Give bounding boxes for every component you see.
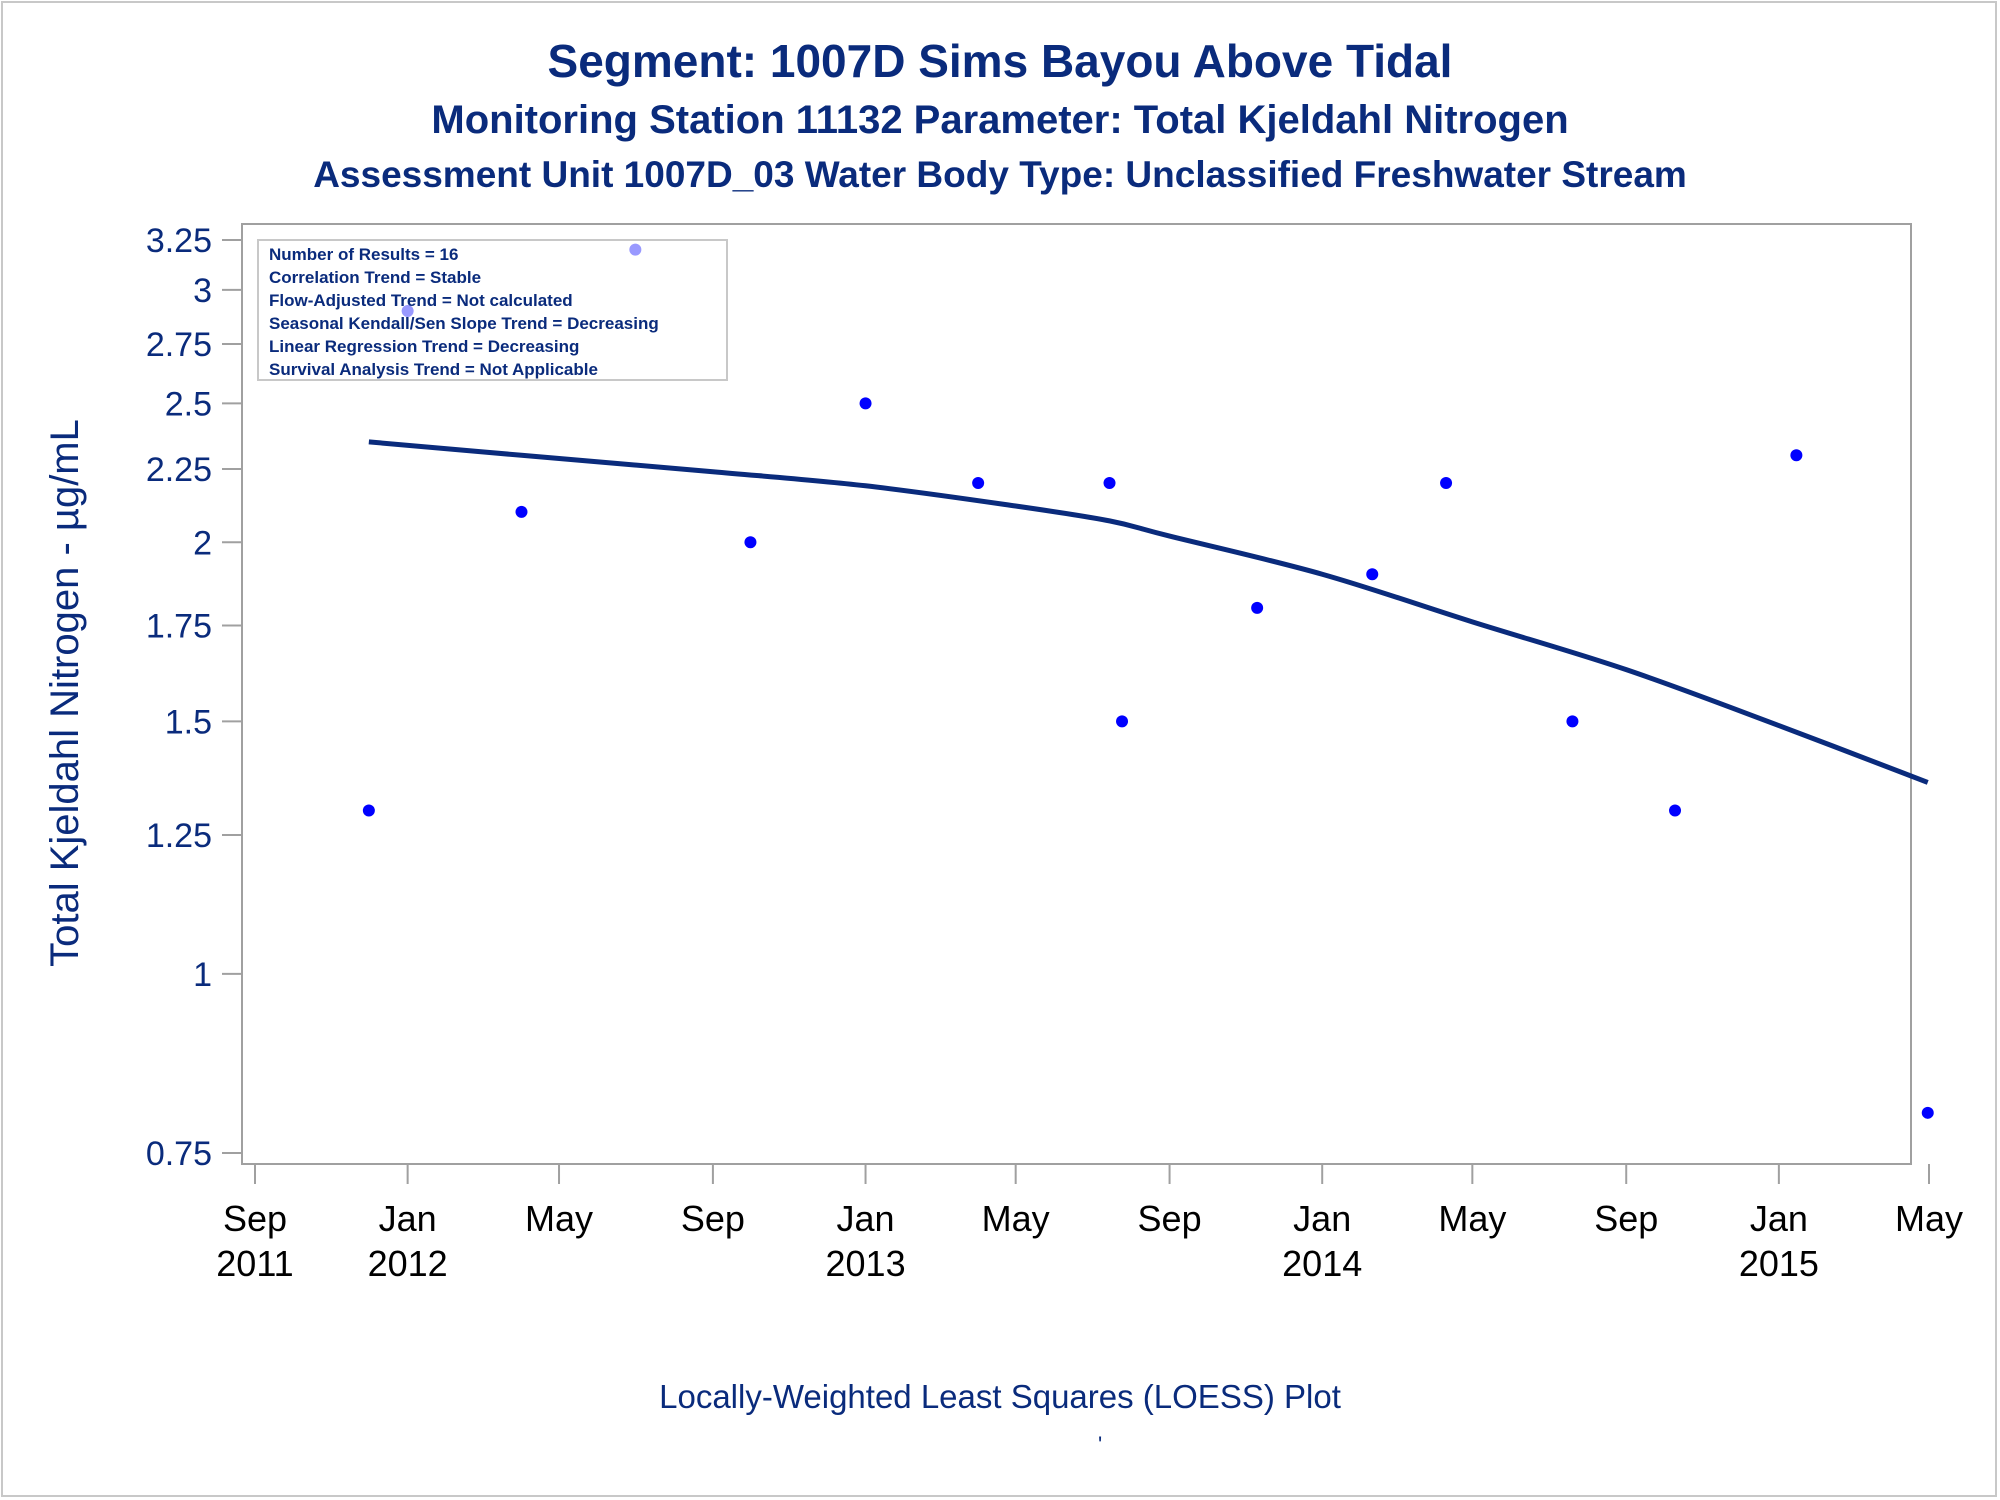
x-tick-label-year: 2012: [368, 1243, 448, 1284]
x-tick-label-month: May: [982, 1198, 1050, 1239]
data-point: [362, 804, 375, 817]
footnote: Locally-Weighted Least Squares (LOESS) P…: [659, 1378, 1341, 1415]
trend-summary-box: Number of Results = 16 Correlation Trend …: [257, 239, 728, 381]
y-tick-label: 1.5: [165, 703, 212, 741]
x-tick-label-year: 2014: [1282, 1243, 1362, 1284]
data-point: [1440, 476, 1453, 489]
x-tick-label-year: 2011: [216, 1243, 293, 1284]
trend-summary-line: Survival Analysis Trend = Not Applicable: [269, 360, 598, 379]
y-tick-label: 2.75: [146, 326, 212, 364]
y-axis: 0.75 1 1.25 1.5 1.75 2 2.25 2.5 2.75 3 3.25: [146, 222, 242, 1173]
x-tick-label-month: Jan: [1750, 1198, 1808, 1239]
x-tick-label-year: 2013: [826, 1243, 906, 1284]
y-tick-label: 3.25: [146, 222, 212, 260]
y-tick-label: 1: [193, 956, 212, 994]
trend-summary-border: [257, 239, 728, 381]
data-point: [1366, 568, 1379, 581]
y-axis-label: Total Kjeldahl Nitrogen - µg/mL: [43, 419, 87, 967]
x-tick-label-month: May: [1438, 1198, 1506, 1239]
loess-curve: [368, 439, 1929, 785]
data-point: [1116, 715, 1129, 728]
x-tick-label-month: Sep: [223, 1198, 287, 1239]
chart-title: Segment: 1007D Sims Bayou Above Tidal: [547, 35, 1453, 87]
trend-summary-line: Number of Results = 16: [269, 245, 458, 264]
x-tick-label-month: Sep: [1138, 1198, 1202, 1239]
x-tick-label-month: Jan: [1293, 1198, 1351, 1239]
y-tick-label: 2.25: [146, 451, 212, 489]
data-point: [1921, 1106, 1934, 1119]
y-tick-label: 1.75: [146, 607, 212, 645]
data-point: [972, 476, 985, 489]
y-tick-label: 2: [193, 524, 212, 562]
trend-summary-line: Seasonal Kendall/Sen Slope Trend = Decre…: [269, 314, 659, 333]
chart-subtitle-station: Monitoring Station 11132 Parameter: Tota…: [431, 98, 1569, 142]
data-point: [1103, 476, 1116, 489]
data-point: [859, 397, 872, 410]
data-point: [1251, 601, 1264, 614]
y-tick-label: 1.25: [146, 817, 212, 855]
data-point: [1790, 449, 1803, 462]
trend-summary-line: Linear Regression Trend = Decreasing: [269, 337, 579, 356]
plot-area: [241, 223, 1912, 1165]
trend-summary-line: Flow-Adjusted Trend = Not calculated: [269, 291, 573, 310]
x-tick-label-month: May: [1895, 1198, 1963, 1239]
footnote-mark: ': [1098, 1432, 1103, 1457]
x-tick-label-month: May: [525, 1198, 593, 1239]
data-point: [1669, 804, 1682, 817]
y-tick-label: 2.5: [165, 385, 212, 423]
data-point: [1566, 715, 1579, 728]
x-tick-label-month: Jan: [379, 1198, 437, 1239]
chart-subtitle-assessment: Assessment Unit 1007D_03 Water Body Type…: [313, 154, 1687, 195]
x-tick-label-month: Jan: [837, 1198, 895, 1239]
trend-summary-line: Correlation Trend = Stable: [269, 268, 481, 287]
x-tick-label-month: Sep: [681, 1198, 745, 1239]
data-point: [515, 505, 528, 518]
y-tick-label: 3: [193, 272, 212, 310]
y-tick-label: 0.75: [146, 1135, 212, 1173]
data-point: [744, 536, 757, 549]
x-tick-label-year: 2015: [1739, 1243, 1819, 1284]
x-tick-label-month: Sep: [1594, 1198, 1658, 1239]
